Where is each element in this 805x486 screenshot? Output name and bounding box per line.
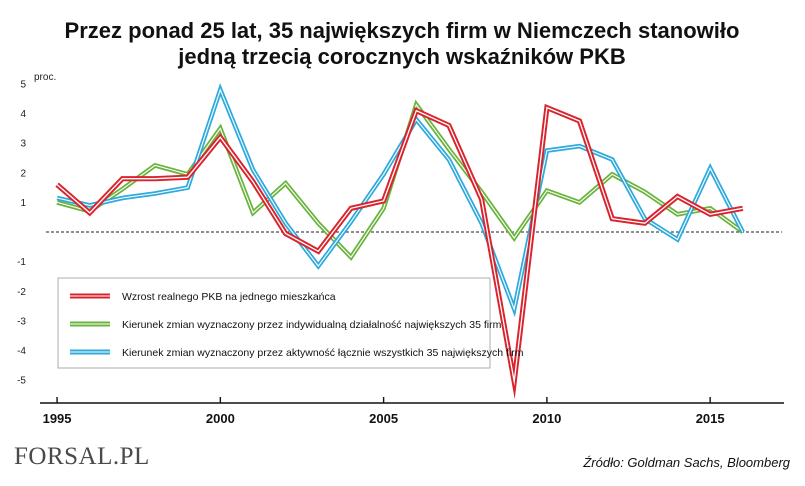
y-tick-label: -2	[17, 287, 26, 298]
legend-label-2: Kierunek zmian wyznaczony przez indywidu…	[122, 319, 502, 331]
legend-label-1: Wzrost realnego PKB na jednego mieszkańc…	[122, 291, 336, 303]
y-tick-label: 4	[20, 109, 26, 120]
chart-title-line-2: jedną trzecią corocznych wskaźników PKB	[177, 44, 625, 69]
chart-title-line-1: Przez ponad 25 lat, 35 największych firm…	[65, 18, 740, 43]
y-tick-label: 5	[20, 79, 26, 90]
y-axis-unit-label: proc.	[34, 72, 56, 83]
y-tick-label: 2	[20, 168, 26, 179]
y-tick-label: -5	[17, 376, 26, 387]
legend: Wzrost realnego PKB na jednego mieszkańc…	[58, 278, 524, 368]
series-3	[57, 90, 743, 309]
x-tick-label: 2000	[206, 411, 235, 426]
forsal-logo: FORSAL.PL	[14, 443, 150, 470]
y-tick-label: 1	[20, 198, 26, 209]
x-tick-label: 2010	[532, 411, 561, 426]
y-tick-label: 3	[20, 139, 26, 150]
x-axis: 1995 2000 2005 2010 2015	[43, 397, 725, 426]
source-note: Źródło: Goldman Sachs, Bloomberg	[582, 455, 790, 470]
y-tick-label: -1	[17, 257, 26, 268]
x-tick-label: 2015	[696, 411, 725, 426]
y-axis: 5 4 3 2 1 -1 -2 -3 -4 -5	[17, 79, 26, 386]
y-tick-label: -3	[17, 316, 26, 327]
legend-label-3: Kierunek zmian wyznaczony przez aktywnoś…	[122, 347, 524, 359]
series-3-line	[57, 90, 743, 309]
x-tick-label: 2005	[369, 411, 398, 426]
y-tick-label: -4	[17, 346, 26, 357]
series-3-line-core	[57, 90, 743, 309]
x-tick-label: 1995	[43, 411, 72, 426]
